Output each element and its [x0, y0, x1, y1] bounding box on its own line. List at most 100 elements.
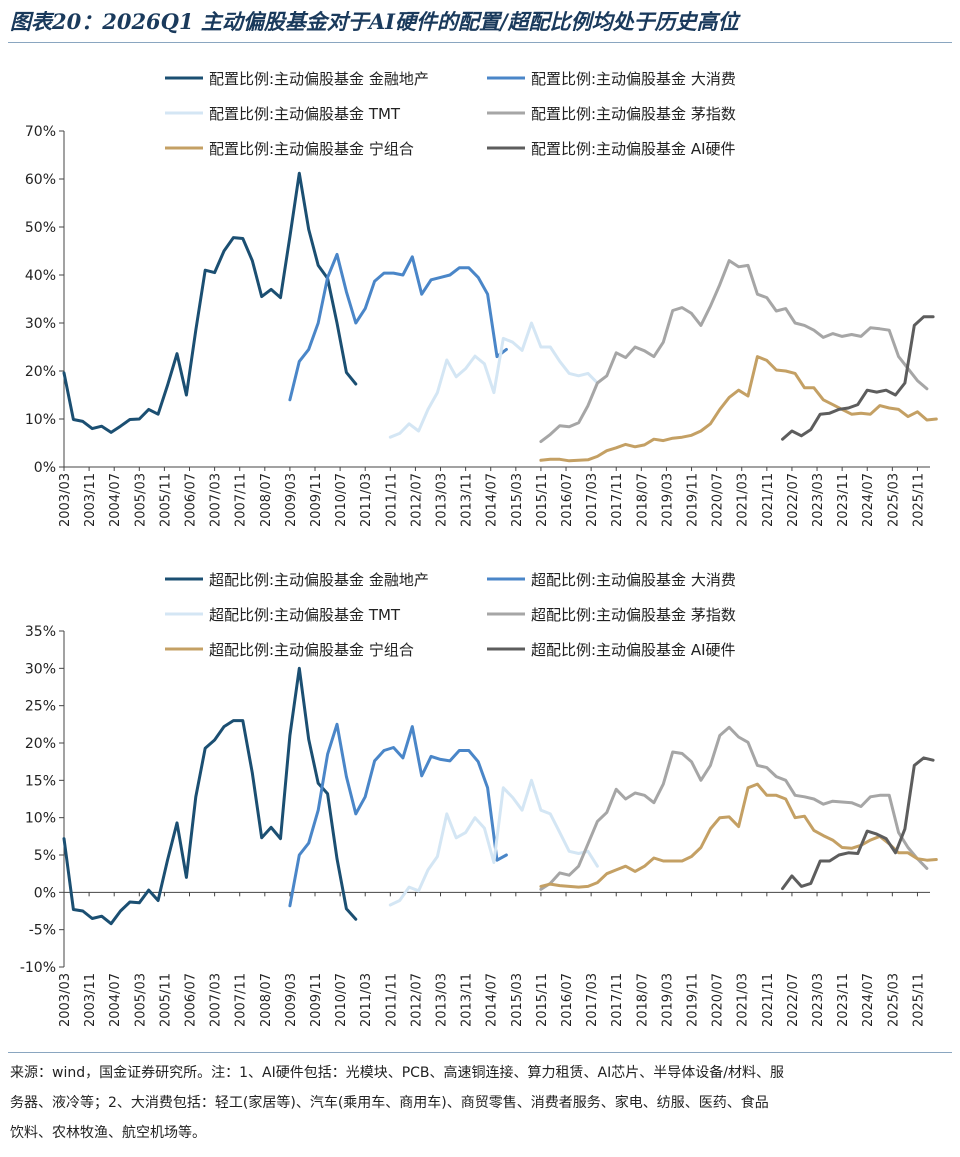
- x-tick-label: 2012/07: [409, 473, 424, 527]
- legend-label: 超配比例:主动偏股基金 金融地产: [209, 571, 429, 589]
- series-line: [62, 171, 358, 434]
- series-line: [539, 782, 938, 889]
- page-title: 图表20：2026Q1 主动偏股基金对于AI硬件的配置/超配比例均处于历史高位: [10, 9, 739, 34]
- x-tick-label: 2011/11: [384, 973, 399, 1027]
- footer-divider: [8, 1052, 952, 1053]
- x-tick-label: 2025/03: [886, 473, 901, 527]
- y-tick-label: 10%: [25, 412, 56, 428]
- y-tick-label: 30%: [25, 661, 56, 677]
- x-tick-label: 2019/11: [686, 973, 701, 1027]
- x-tick-label: 2021/03: [736, 973, 751, 1027]
- x-tick-label: 2003/11: [83, 473, 98, 527]
- x-tick-label: 2016/07: [560, 973, 575, 1027]
- legend-label: 配置比例:主动偏股基金 大消费: [531, 70, 736, 88]
- x-tick-label: 2015/03: [510, 973, 525, 1027]
- y-tick-label: 20%: [25, 736, 56, 752]
- x-tick-label: 2006/07: [184, 473, 199, 527]
- x-tick-label: 2015/11: [535, 973, 550, 1027]
- x-tick-label: 2003/03: [58, 473, 73, 527]
- x-tick-label: 2005/11: [158, 973, 173, 1027]
- x-tick-label: 2011/11: [384, 473, 399, 527]
- x-tick-label: 2015/03: [510, 473, 525, 527]
- charts-canvas: 配置比例:主动偏股基金 金融地产 配置比例:主动偏股基金 大消费配置比例:主动偏股…: [20, 70, 938, 1027]
- legend-label: 超配比例:主动偏股基金 AI硬件: [531, 641, 736, 659]
- legend-label: 配置比例:主动偏股基金 金融地产: [209, 70, 429, 88]
- x-tick-label: 2009/03: [284, 473, 299, 527]
- overweight-ratio-chart: 超配比例:主动偏股基金 金融地产 超配比例:主动偏股基金 大消费超配比例:主动偏股…: [20, 571, 938, 1027]
- x-tick-label: 2013/11: [460, 973, 475, 1027]
- allocation-ratio-chart: 配置比例:主动偏股基金 金融地产 配置比例:主动偏股基金 大消费配置比例:主动偏股…: [25, 70, 938, 527]
- series-line: [539, 259, 929, 444]
- x-tick-label: 2003/03: [58, 973, 73, 1027]
- legend-label: 超配比例:主动偏股基金 茅指数: [531, 606, 736, 624]
- y-tick-label: 0%: [34, 885, 56, 901]
- x-tick-label: 2025/11: [911, 473, 926, 527]
- x-tick-label: 2024/07: [861, 473, 876, 527]
- source-note-line: 来源：wind，国金证券研究所。注：1、AI硬件包括：光模块、PCB、高速铜连接…: [10, 1065, 784, 1081]
- x-tick-label: 2008/07: [259, 973, 274, 1027]
- series-line: [781, 756, 935, 891]
- legend-label: 配置比例:主动偏股基金 AI硬件: [531, 140, 736, 158]
- x-tick-label: 2007/03: [209, 973, 224, 1027]
- legend-label: 超配比例:主动偏股基金 大消费: [531, 571, 736, 589]
- x-tick-label: 2012/07: [409, 973, 424, 1027]
- x-tick-label: 2019/03: [660, 973, 675, 1027]
- x-tick-label: 2009/11: [309, 473, 324, 527]
- y-tick-label: 40%: [25, 268, 56, 284]
- legend-label: 超配比例:主动偏股基金 TMT: [209, 606, 401, 624]
- x-tick-label: 2021/03: [736, 473, 751, 527]
- x-tick-label: 2007/03: [209, 473, 224, 527]
- y-tick-label: 35%: [25, 624, 56, 640]
- source-note: 来源：wind，国金证券研究所。注：1、AI硬件包括：光模块、PCB、高速铜连接…: [10, 1058, 950, 1148]
- x-tick-label: 2018/07: [635, 973, 650, 1027]
- x-tick-label: 2017/11: [610, 473, 625, 527]
- source-note-line: 务器、液冷等；2、大消费包括：轻工(家居等)、汽车(乘用车、商用车)、商贸零售、…: [10, 1095, 769, 1111]
- x-tick-label: 2022/07: [786, 473, 801, 527]
- x-tick-label: 2021/11: [761, 973, 776, 1027]
- x-tick-label: 2025/03: [886, 973, 901, 1027]
- x-tick-label: 2013/03: [435, 473, 450, 527]
- series-line: [781, 315, 935, 441]
- x-tick-label: 2010/07: [334, 473, 349, 527]
- x-tick-label: 2008/07: [259, 473, 274, 527]
- x-tick-label: 2007/11: [234, 473, 249, 527]
- title-divider: [8, 42, 952, 43]
- x-tick-label: 2019/11: [686, 473, 701, 527]
- legend-label: 配置比例:主动偏股基金 TMT: [209, 105, 401, 123]
- x-tick-label: 2019/03: [660, 473, 675, 527]
- y-tick-label: -5%: [29, 923, 56, 939]
- x-tick-label: 2011/03: [359, 473, 374, 527]
- x-tick-label: 2004/07: [108, 973, 123, 1027]
- series-line: [539, 355, 938, 463]
- x-tick-label: 2023/11: [836, 973, 851, 1027]
- x-tick-label: 2017/03: [585, 473, 600, 527]
- x-tick-label: 2011/03: [359, 973, 374, 1027]
- x-tick-label: 2023/11: [836, 473, 851, 527]
- x-tick-label: 2003/11: [83, 973, 98, 1027]
- source-note-line: 饮料、农林牧渔、航空机场等。: [10, 1125, 206, 1141]
- x-tick-label: 2020/07: [711, 973, 726, 1027]
- series-line: [62, 666, 358, 926]
- x-tick-label: 2020/07: [711, 473, 726, 527]
- y-tick-label: 30%: [25, 316, 56, 332]
- legend-label: 配置比例:主动偏股基金 宁组合: [209, 140, 414, 158]
- x-tick-label: 2015/11: [535, 473, 550, 527]
- y-tick-label: 5%: [34, 848, 56, 864]
- x-tick-label: 2017/03: [585, 973, 600, 1027]
- x-tick-label: 2016/07: [560, 473, 575, 527]
- series-line: [288, 252, 508, 402]
- series-line: [388, 321, 599, 439]
- y-tick-label: 10%: [25, 811, 56, 827]
- series-line: [539, 725, 929, 891]
- x-tick-label: 2023/03: [811, 973, 826, 1027]
- x-tick-label: 2023/03: [811, 473, 826, 527]
- x-tick-label: 2006/07: [184, 973, 199, 1027]
- x-tick-label: 2022/07: [786, 973, 801, 1027]
- x-tick-label: 2018/07: [635, 473, 650, 527]
- y-tick-label: 20%: [25, 364, 56, 380]
- x-tick-label: 2005/03: [133, 473, 148, 527]
- x-tick-label: 2013/11: [460, 473, 475, 527]
- y-tick-label: 50%: [25, 220, 56, 236]
- legend-label: 超配比例:主动偏股基金 宁组合: [209, 641, 414, 659]
- y-tick-label: 70%: [25, 124, 56, 140]
